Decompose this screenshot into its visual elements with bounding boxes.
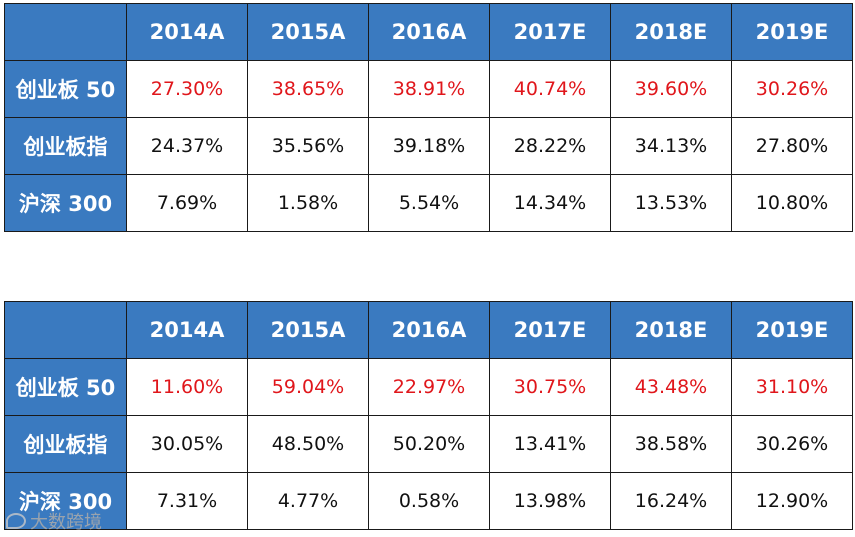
value-cell: 12.90% — [731, 472, 853, 530]
value-cell: 4.77% — [247, 472, 369, 530]
value-cell: 39.60% — [610, 60, 732, 118]
growth-table-bottom: 2014A 2015A 2016A 2017E 2018E 2019E 创业板 … — [4, 301, 853, 530]
value-cell: 27.80% — [731, 117, 853, 175]
table-row: 创业板指 30.05% 48.50% 50.20% 13.41% 38.58% … — [4, 415, 853, 473]
value-cell: 0.58% — [368, 472, 490, 530]
row-label: 创业板指 — [4, 415, 127, 473]
value-cell: 22.97% — [368, 358, 490, 416]
header-year: 2016A — [368, 301, 490, 359]
value-cell: 1.58% — [247, 174, 369, 232]
value-cell: 10.80% — [731, 174, 853, 232]
header-year: 2014A — [126, 301, 248, 359]
value-cell: 39.18% — [368, 117, 490, 175]
value-cell: 30.05% — [126, 415, 248, 473]
header-year: 2018E — [610, 3, 732, 61]
row-label: 创业板 50 — [4, 358, 127, 416]
value-cell: 16.24% — [610, 472, 732, 530]
value-cell: 5.54% — [368, 174, 490, 232]
table-row: 创业板 50 27.30% 38.65% 38.91% 40.74% 39.60… — [4, 60, 853, 118]
value-cell: 7.69% — [126, 174, 248, 232]
header-year: 2018E — [610, 301, 732, 359]
value-cell: 50.20% — [368, 415, 490, 473]
table-row: 创业板指 24.37% 35.56% 39.18% 28.22% 34.13% … — [4, 117, 853, 175]
table-header-row: 2014A 2015A 2016A 2017E 2018E 2019E — [4, 301, 853, 359]
value-cell: 38.58% — [610, 415, 732, 473]
header-corner — [4, 301, 127, 359]
value-cell: 24.37% — [126, 117, 248, 175]
header-year: 2017E — [489, 301, 611, 359]
value-cell: 27.30% — [126, 60, 248, 118]
row-label: 沪深 300 — [4, 174, 127, 232]
value-cell: 43.48% — [610, 358, 732, 416]
header-year: 2016A — [368, 3, 490, 61]
value-cell: 11.60% — [126, 358, 248, 416]
header-year: 2019E — [731, 301, 853, 359]
value-cell: 48.50% — [247, 415, 369, 473]
value-cell: 30.26% — [731, 415, 853, 473]
value-cell: 14.34% — [489, 174, 611, 232]
header-year: 2015A — [247, 3, 369, 61]
header-year: 2014A — [126, 3, 248, 61]
header-year: 2017E — [489, 3, 611, 61]
header-corner — [4, 3, 127, 61]
value-cell: 40.74% — [489, 60, 611, 118]
table-row: 沪深 300 7.69% 1.58% 5.54% 14.34% 13.53% 1… — [4, 174, 853, 232]
value-cell: 13.41% — [489, 415, 611, 473]
table-header-row: 2014A 2015A 2016A 2017E 2018E 2019E — [4, 3, 853, 61]
value-cell: 35.56% — [247, 117, 369, 175]
growth-table-top: 2014A 2015A 2016A 2017E 2018E 2019E 创业板 … — [4, 3, 853, 232]
table-row: 沪深 300 7.31% 4.77% 0.58% 13.98% 16.24% 1… — [4, 472, 853, 530]
value-cell: 7.31% — [126, 472, 248, 530]
value-cell: 30.75% — [489, 358, 611, 416]
row-label: 沪深 300 — [4, 472, 127, 530]
value-cell: 30.26% — [731, 60, 853, 118]
value-cell: 38.91% — [368, 60, 490, 118]
header-year: 2019E — [731, 3, 853, 61]
row-label: 创业板指 — [4, 117, 127, 175]
value-cell: 28.22% — [489, 117, 611, 175]
row-label: 创业板 50 — [4, 60, 127, 118]
value-cell: 59.04% — [247, 358, 369, 416]
value-cell: 13.98% — [489, 472, 611, 530]
value-cell: 31.10% — [731, 358, 853, 416]
value-cell: 34.13% — [610, 117, 732, 175]
value-cell: 13.53% — [610, 174, 732, 232]
value-cell: 38.65% — [247, 60, 369, 118]
header-year: 2015A — [247, 301, 369, 359]
table-row: 创业板 50 11.60% 59.04% 22.97% 30.75% 43.48… — [4, 358, 853, 416]
